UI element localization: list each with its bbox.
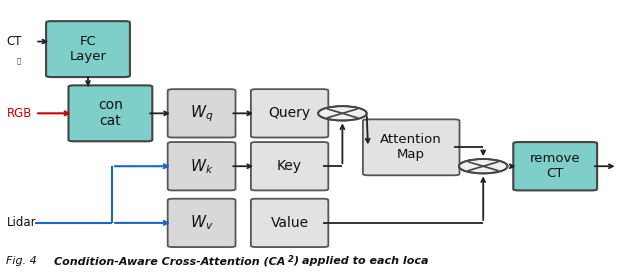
Text: Query: Query bbox=[269, 106, 310, 120]
FancyBboxPatch shape bbox=[363, 119, 460, 175]
Text: FC
Layer: FC Layer bbox=[70, 35, 106, 63]
Text: con
cat: con cat bbox=[98, 98, 123, 128]
Text: ) applied to each loca: ) applied to each loca bbox=[293, 256, 429, 266]
FancyBboxPatch shape bbox=[168, 89, 236, 138]
Text: Attention
Map: Attention Map bbox=[380, 133, 442, 161]
FancyBboxPatch shape bbox=[513, 142, 597, 190]
Text: Condition-Aware Cross-Attention (CA: Condition-Aware Cross-Attention (CA bbox=[54, 256, 286, 266]
FancyBboxPatch shape bbox=[168, 199, 236, 247]
Text: Key: Key bbox=[277, 159, 302, 173]
Text: $W_v$: $W_v$ bbox=[190, 214, 213, 232]
Text: RGB: RGB bbox=[6, 107, 32, 120]
FancyBboxPatch shape bbox=[46, 21, 130, 77]
Text: Value: Value bbox=[271, 216, 308, 230]
FancyBboxPatch shape bbox=[251, 142, 328, 190]
Text: CT: CT bbox=[6, 35, 22, 48]
FancyBboxPatch shape bbox=[251, 89, 328, 138]
Text: $W_k$: $W_k$ bbox=[190, 157, 213, 175]
Text: ⬛: ⬛ bbox=[17, 57, 21, 64]
Circle shape bbox=[459, 159, 508, 174]
Text: remove
CT: remove CT bbox=[530, 152, 580, 180]
Text: Lidar: Lidar bbox=[6, 217, 36, 229]
Text: $W_q$: $W_q$ bbox=[190, 103, 213, 124]
Text: 2: 2 bbox=[288, 255, 294, 264]
FancyBboxPatch shape bbox=[168, 142, 236, 190]
FancyBboxPatch shape bbox=[251, 199, 328, 247]
FancyBboxPatch shape bbox=[68, 85, 152, 141]
Text: Fig. 4: Fig. 4 bbox=[6, 256, 37, 266]
Circle shape bbox=[318, 106, 367, 120]
